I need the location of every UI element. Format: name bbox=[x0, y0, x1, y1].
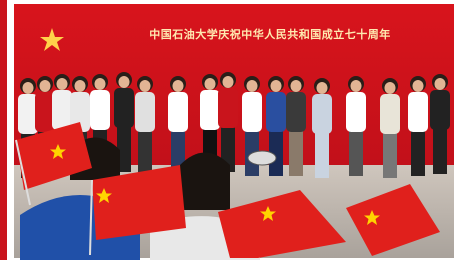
person-face bbox=[205, 78, 216, 90]
person-face bbox=[173, 80, 184, 92]
person-torso bbox=[168, 92, 188, 132]
person-torso bbox=[218, 88, 238, 128]
person-torso bbox=[346, 92, 366, 132]
person-torso bbox=[430, 90, 450, 130]
person-legs bbox=[433, 126, 447, 174]
photo: 中国石油大学庆祝中华人民共和国成立七十周年 bbox=[0, 0, 454, 260]
person-face bbox=[40, 80, 51, 92]
person-legs bbox=[138, 128, 152, 176]
person-face bbox=[247, 80, 258, 92]
person-legs bbox=[349, 128, 363, 176]
person-torso bbox=[286, 92, 306, 132]
person-legs bbox=[383, 130, 397, 178]
page: 中国石油大学庆祝中华人民共和国成立七十周年 (() => { const dat… bbox=[0, 0, 454, 260]
person-torso bbox=[200, 90, 220, 130]
audience-head bbox=[180, 153, 230, 211]
person-face bbox=[351, 80, 362, 92]
person-legs bbox=[269, 128, 283, 176]
person-face bbox=[435, 78, 446, 90]
person-torso bbox=[135, 92, 155, 132]
person-face bbox=[140, 80, 151, 92]
person-face bbox=[223, 76, 234, 88]
person-face bbox=[95, 78, 106, 90]
person-legs bbox=[411, 128, 425, 176]
person-torso bbox=[408, 92, 428, 132]
person-torso bbox=[242, 92, 262, 132]
person-face bbox=[413, 80, 424, 92]
person-torso bbox=[90, 90, 110, 130]
person-face bbox=[317, 82, 328, 94]
person-torso bbox=[114, 88, 134, 128]
person-torso bbox=[312, 94, 332, 134]
person-face bbox=[385, 82, 396, 94]
drum bbox=[248, 151, 276, 165]
person-face bbox=[271, 80, 282, 92]
person-torso bbox=[380, 94, 400, 134]
person-face bbox=[119, 76, 130, 88]
person-face bbox=[57, 78, 68, 90]
person-legs bbox=[289, 128, 303, 176]
person-torso bbox=[52, 90, 72, 130]
person-legs bbox=[315, 130, 329, 178]
left-edge-strip bbox=[0, 0, 7, 260]
banner-title: 中国石油大学庆祝中华人民共和国成立七十周年 bbox=[149, 27, 391, 41]
person-torso bbox=[266, 92, 286, 132]
person-face bbox=[75, 80, 86, 92]
person-face bbox=[23, 82, 34, 94]
person-face bbox=[291, 80, 302, 92]
